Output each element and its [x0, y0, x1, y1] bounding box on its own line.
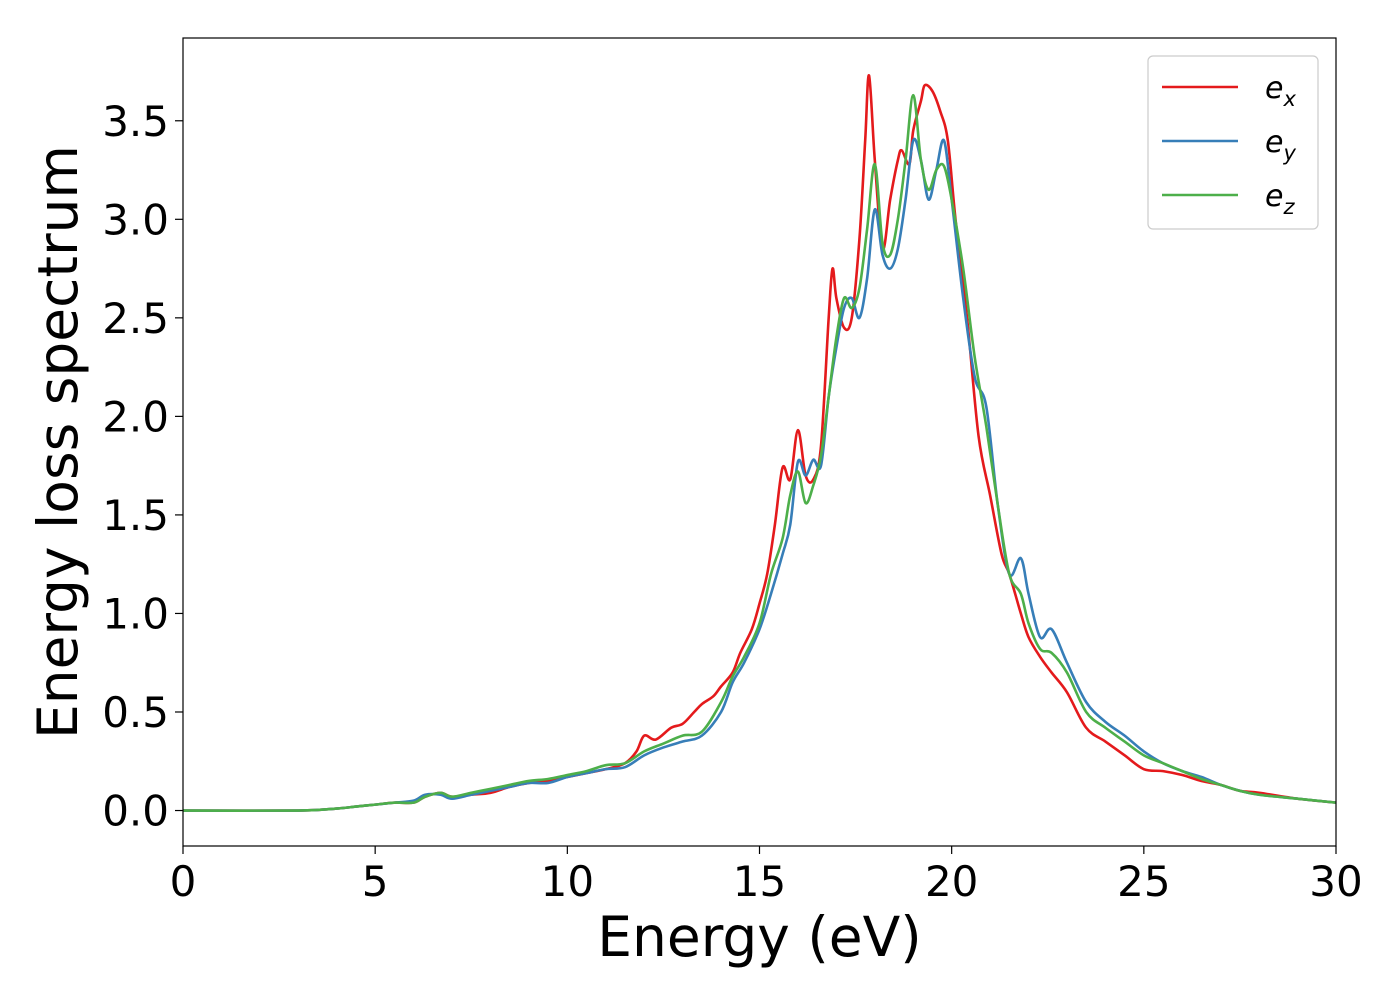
- x-tick-label: 25: [1117, 857, 1170, 906]
- y-tick-label: 3.0: [102, 195, 169, 244]
- legend-box: [1147, 55, 1319, 230]
- x-tick-label: 0: [170, 857, 197, 906]
- x-tick-label: 15: [733, 857, 786, 906]
- y-axis-ticks: 0.0 0.5 1.0 1.5 2.0 2.5 3.0 3.5: [102, 97, 183, 836]
- x-tick-label: 30: [1309, 857, 1362, 906]
- y-axis-title: Energy loss spectrum: [26, 145, 90, 739]
- y-tick-label: 2.0: [102, 392, 169, 441]
- x-tick-label: 20: [925, 857, 978, 906]
- y-tick-label: 1.5: [102, 491, 169, 540]
- x-axis-ticks: 0 5 10 15 20 25 30: [170, 846, 1363, 906]
- x-axis-title: Energy (eV): [597, 905, 921, 969]
- y-tick-label: 2.5: [102, 294, 169, 343]
- y-tick-label: 0.0: [102, 787, 169, 836]
- x-tick-label: 5: [362, 857, 389, 906]
- series-line-x: [182, 74, 1337, 812]
- y-tick-label: 0.5: [102, 688, 169, 737]
- plot-background: [183, 38, 1336, 846]
- y-tick-label: 1.0: [102, 589, 169, 638]
- series-layer: [182, 74, 1337, 812]
- series-line-z: [182, 93, 1337, 812]
- legend-label-y: ey: [1265, 125, 1296, 165]
- x-tick-label: 10: [541, 857, 594, 906]
- series-line-y: [182, 137, 1337, 812]
- y-tick-label: 3.5: [102, 97, 169, 146]
